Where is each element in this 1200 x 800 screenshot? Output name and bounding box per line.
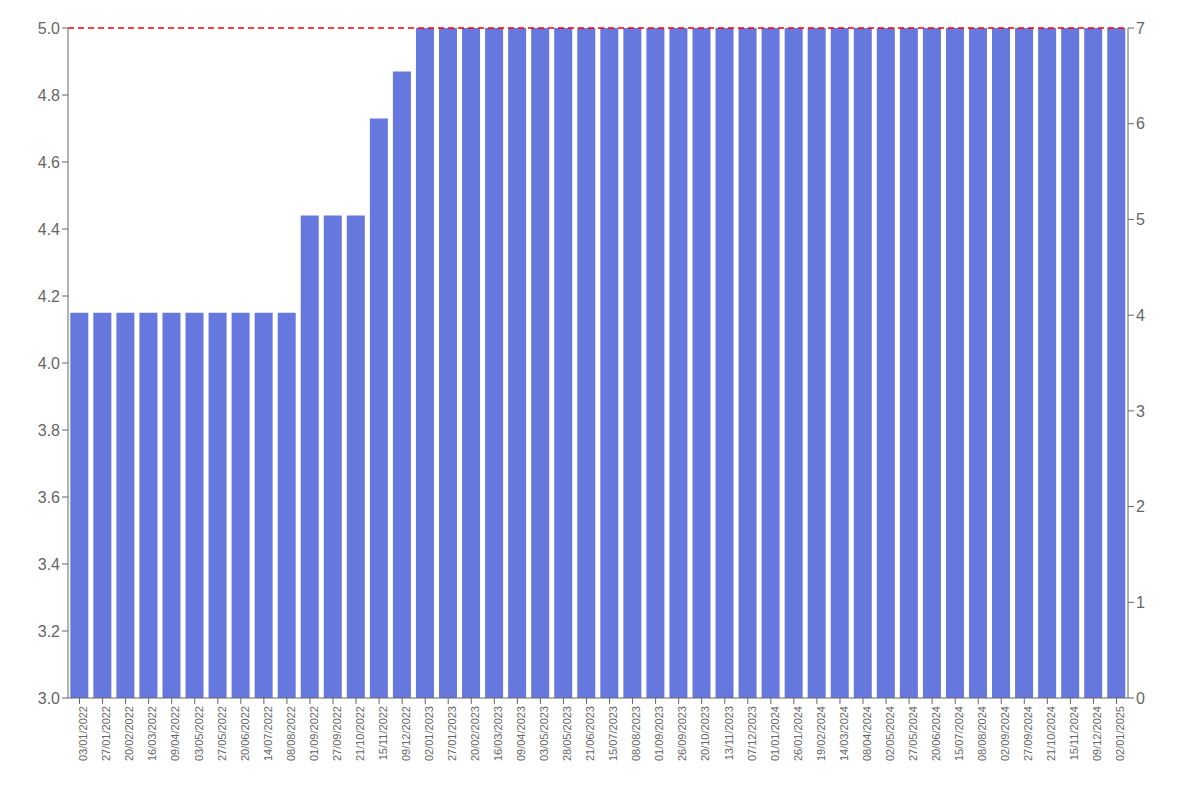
svg-text:15/07/2024: 15/07/2024 — [953, 706, 965, 761]
svg-text:1: 1 — [1136, 594, 1145, 611]
svg-text:20/10/2023: 20/10/2023 — [700, 706, 712, 761]
svg-text:3.6: 3.6 — [38, 489, 60, 506]
svg-text:08/04/2024: 08/04/2024 — [861, 706, 873, 761]
svg-text:27/01/2023: 27/01/2023 — [446, 706, 458, 761]
svg-text:27/05/2022: 27/05/2022 — [216, 706, 228, 761]
svg-text:21/10/2022: 21/10/2022 — [354, 706, 366, 761]
svg-text:09/12/2022: 09/12/2022 — [400, 706, 412, 761]
svg-text:3.2: 3.2 — [38, 623, 60, 640]
svg-text:09/04/2022: 09/04/2022 — [170, 706, 182, 761]
svg-text:27/01/2022: 27/01/2022 — [100, 706, 112, 761]
svg-text:0: 0 — [1136, 690, 1145, 707]
svg-text:03/05/2022: 03/05/2022 — [193, 706, 205, 761]
svg-text:20/02/2022: 20/02/2022 — [123, 706, 135, 761]
svg-text:4.0: 4.0 — [38, 355, 60, 372]
svg-text:4.8: 4.8 — [38, 87, 60, 104]
svg-text:4: 4 — [1136, 307, 1145, 324]
svg-text:19/02/2024: 19/02/2024 — [815, 706, 827, 761]
svg-text:03/01/2022: 03/01/2022 — [77, 706, 89, 761]
svg-text:3.0: 3.0 — [38, 690, 60, 707]
svg-text:20/06/2024: 20/06/2024 — [930, 706, 942, 761]
svg-text:16/03/2023: 16/03/2023 — [492, 706, 504, 761]
svg-text:02/01/2025: 02/01/2025 — [1114, 706, 1126, 761]
svg-text:02/01/2023: 02/01/2023 — [423, 706, 435, 761]
svg-text:08/08/2024: 08/08/2024 — [976, 706, 988, 761]
svg-text:20/06/2022: 20/06/2022 — [239, 706, 251, 761]
svg-text:27/05/2024: 27/05/2024 — [907, 706, 919, 761]
svg-text:15/11/2022: 15/11/2022 — [377, 706, 389, 760]
svg-text:3.4: 3.4 — [38, 556, 60, 573]
svg-text:01/09/2023: 01/09/2023 — [653, 706, 665, 761]
svg-text:2: 2 — [1136, 498, 1145, 515]
svg-text:20/02/2023: 20/02/2023 — [469, 706, 481, 761]
svg-text:4.4: 4.4 — [38, 221, 60, 238]
svg-text:6: 6 — [1136, 115, 1145, 132]
svg-text:4.6: 4.6 — [38, 154, 60, 171]
svg-text:21/06/2023: 21/06/2023 — [584, 706, 596, 761]
svg-text:01/01/2024: 01/01/2024 — [769, 706, 781, 761]
svg-text:26/09/2023: 26/09/2023 — [676, 706, 688, 761]
svg-text:5.0: 5.0 — [38, 20, 60, 37]
svg-text:14/07/2022: 14/07/2022 — [262, 706, 274, 761]
svg-text:01/09/2022: 01/09/2022 — [308, 706, 320, 761]
svg-text:08/08/2023: 08/08/2023 — [630, 706, 642, 761]
svg-text:7: 7 — [1136, 20, 1145, 37]
svg-text:5: 5 — [1136, 211, 1145, 228]
svg-text:02/05/2024: 02/05/2024 — [884, 706, 896, 761]
svg-text:15/11/2024: 15/11/2024 — [1068, 706, 1080, 760]
svg-text:3.8: 3.8 — [38, 422, 60, 439]
svg-text:07/12/2023: 07/12/2023 — [746, 706, 758, 761]
svg-text:3: 3 — [1136, 403, 1145, 420]
svg-text:13/11/2023: 13/11/2023 — [723, 706, 735, 760]
svg-text:15/07/2023: 15/07/2023 — [607, 706, 619, 761]
svg-text:16/03/2022: 16/03/2022 — [146, 706, 158, 761]
svg-text:27/09/2022: 27/09/2022 — [331, 706, 343, 761]
svg-text:08/08/2022: 08/08/2022 — [285, 706, 297, 761]
svg-text:09/12/2024: 09/12/2024 — [1091, 706, 1103, 761]
svg-text:02/09/2024: 02/09/2024 — [999, 706, 1011, 761]
svg-text:09/04/2023: 09/04/2023 — [515, 706, 527, 761]
svg-text:14/03/2024: 14/03/2024 — [838, 706, 850, 761]
svg-text:03/05/2023: 03/05/2023 — [538, 706, 550, 761]
svg-text:21/10/2024: 21/10/2024 — [1045, 706, 1057, 761]
svg-text:4.2: 4.2 — [38, 288, 60, 305]
svg-text:27/09/2024: 27/09/2024 — [1022, 706, 1034, 761]
svg-text:28/05/2023: 28/05/2023 — [561, 706, 573, 761]
svg-text:26/01/2024: 26/01/2024 — [792, 706, 804, 761]
